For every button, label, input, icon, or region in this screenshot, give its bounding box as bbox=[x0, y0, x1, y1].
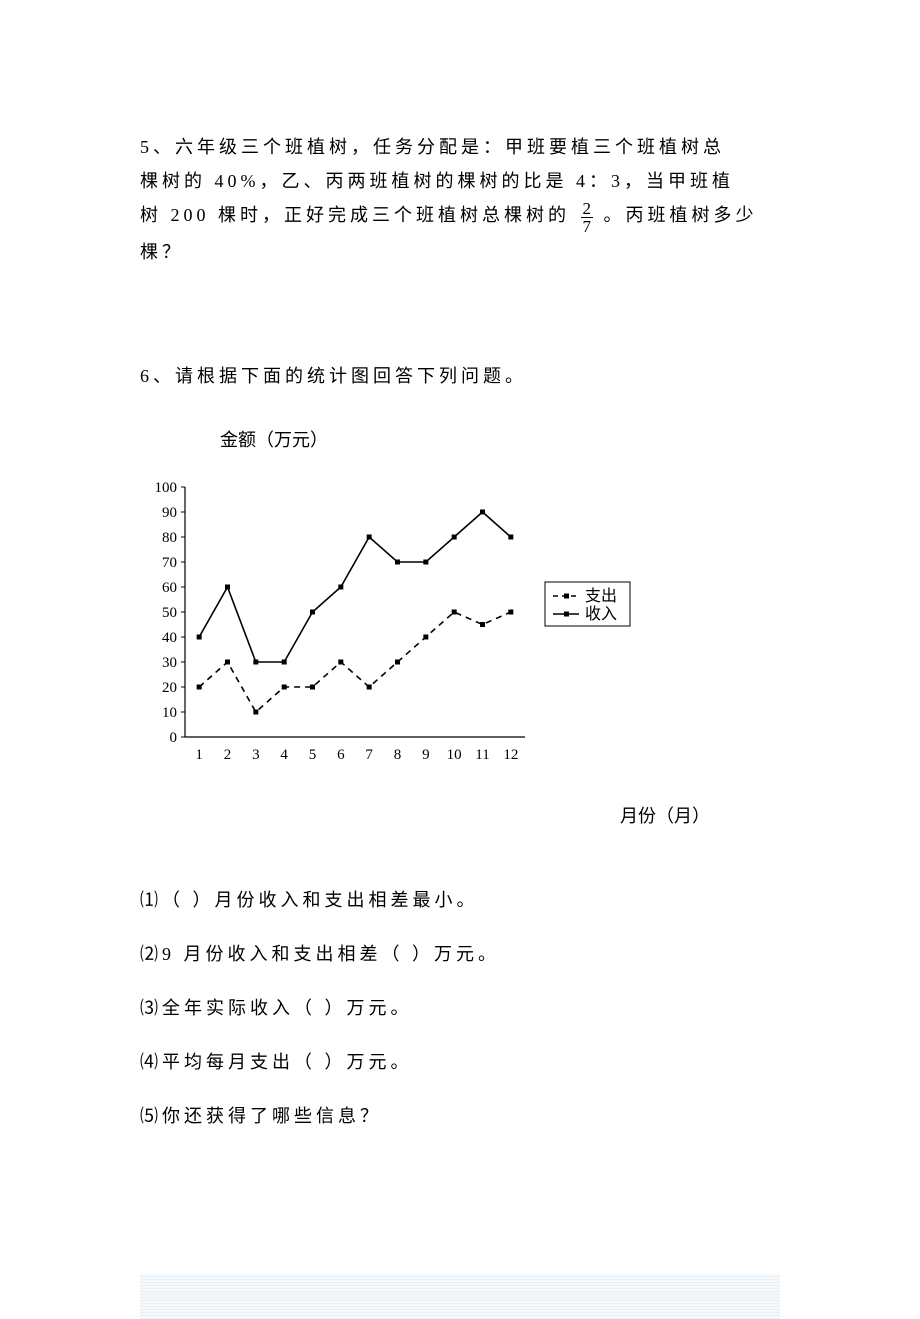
chart-y-title: 金额（万元） bbox=[220, 423, 780, 457]
sub-q1: ⑴（ ）月份收入和支出相差最小。 bbox=[140, 883, 780, 917]
svg-text:1: 1 bbox=[195, 747, 203, 763]
svg-text:0: 0 bbox=[170, 730, 178, 746]
svg-text:11: 11 bbox=[475, 747, 489, 763]
footer-band bbox=[140, 1274, 780, 1319]
sub-questions: ⑴（ ）月份收入和支出相差最小。 ⑵9 月份收入和支出相差（ ）万元。 ⑶全年实… bbox=[140, 883, 780, 1134]
svg-text:30: 30 bbox=[162, 655, 177, 671]
sub-q3: ⑶全年实际收入（ ）万元。 bbox=[140, 991, 780, 1025]
q5-line3a: 树 200 棵时，正好完成三个班植树总棵树的 bbox=[140, 205, 570, 225]
svg-text:80: 80 bbox=[162, 530, 177, 546]
svg-text:支出: 支出 bbox=[585, 587, 617, 605]
sub-q4: ⑷平均每月支出（ ）万元。 bbox=[140, 1045, 780, 1079]
svg-text:收入: 收入 bbox=[585, 605, 617, 623]
fraction-2-7: 2 7 bbox=[581, 200, 594, 235]
q5-line1: 5、六年级三个班植树，任务分配是：甲班要植三个班植树总 bbox=[140, 137, 725, 157]
svg-text:4: 4 bbox=[280, 747, 288, 763]
svg-text:5: 5 bbox=[309, 747, 317, 763]
chart-container: 0102030405060708090100123456789101112支出收… bbox=[140, 477, 780, 788]
svg-text:6: 6 bbox=[337, 747, 345, 763]
svg-text:100: 100 bbox=[155, 480, 178, 496]
fraction-numerator: 2 bbox=[581, 200, 594, 218]
chart-x-title: 月份（月） bbox=[140, 799, 780, 833]
svg-text:60: 60 bbox=[162, 580, 177, 596]
svg-text:10: 10 bbox=[162, 705, 177, 721]
svg-text:90: 90 bbox=[162, 505, 177, 521]
svg-text:2: 2 bbox=[224, 747, 232, 763]
q5-line4: 棵？ bbox=[140, 242, 184, 262]
svg-text:50: 50 bbox=[162, 605, 177, 621]
svg-text:8: 8 bbox=[394, 747, 402, 763]
svg-text:7: 7 bbox=[365, 747, 373, 763]
q6-text: 6、请根据下面的统计图回答下列问题。 bbox=[140, 366, 527, 386]
sub-q2: ⑵9 月份收入和支出相差（ ）万元。 bbox=[140, 937, 780, 971]
q5-line3b: 。丙班植树多少 bbox=[604, 205, 758, 225]
svg-text:20: 20 bbox=[162, 680, 177, 696]
line-chart: 0102030405060708090100123456789101112支出收… bbox=[140, 477, 700, 777]
svg-text:10: 10 bbox=[447, 747, 462, 763]
q5-line2: 棵树的 40%，乙、丙两班植树的棵树的比是 4：3，当甲班植 bbox=[140, 171, 734, 191]
svg-text:9: 9 bbox=[422, 747, 430, 763]
svg-text:40: 40 bbox=[162, 630, 177, 646]
page-content: 5、六年级三个班植树，任务分配是：甲班要植三个班植树总 棵树的 40%，乙、丙两… bbox=[0, 0, 920, 1214]
fraction-denominator: 7 bbox=[581, 218, 594, 235]
svg-text:3: 3 bbox=[252, 747, 260, 763]
sub-q5: ⑸你还获得了哪些信息？ bbox=[140, 1099, 780, 1133]
svg-text:70: 70 bbox=[162, 555, 177, 571]
question-5: 5、六年级三个班植树，任务分配是：甲班要植三个班植树总 棵树的 40%，乙、丙两… bbox=[140, 130, 780, 269]
svg-text:12: 12 bbox=[503, 747, 518, 763]
question-6-prompt: 6、请根据下面的统计图回答下列问题。 bbox=[140, 359, 780, 393]
